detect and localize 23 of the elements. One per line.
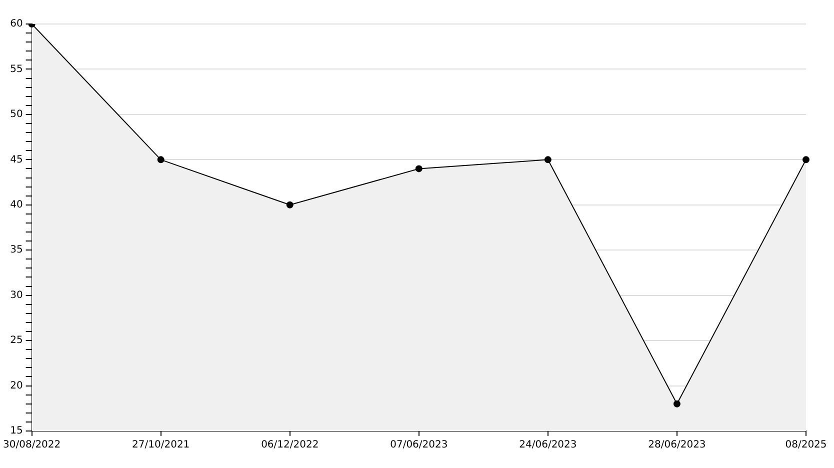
- point: [673, 400, 680, 408]
- point: [157, 156, 164, 164]
- point: [802, 156, 810, 164]
- x-tick-label: 07/06/2023: [390, 440, 448, 451]
- point: [415, 165, 422, 172]
- x-tick-label: 06/12/2022: [261, 440, 319, 451]
- x-tick-label: 30/08/2022: [3, 440, 61, 451]
- x-tick-label: 28/06/2023: [648, 440, 706, 451]
- y-tick-label: 30: [10, 290, 23, 301]
- y-tick-label: 15: [10, 426, 23, 437]
- x-tick-label: 24/06/2023: [519, 440, 577, 451]
- y-tick-label: 20: [10, 380, 23, 392]
- point: [544, 156, 552, 164]
- y-tick-label: 60: [10, 18, 23, 30]
- x-tick-label: 27/10/2021: [132, 440, 190, 451]
- y-tick-label: 45: [10, 154, 23, 166]
- y-tick-label: 35: [10, 244, 23, 256]
- y-tick-label: 55: [10, 64, 23, 75]
- y-tick-label: 25: [10, 335, 23, 346]
- x-tick-label: 08/2025: [785, 440, 827, 451]
- point: [286, 201, 294, 208]
- y-tick-label: 40: [10, 199, 23, 210]
- y-tick-label: 50: [10, 109, 23, 120]
